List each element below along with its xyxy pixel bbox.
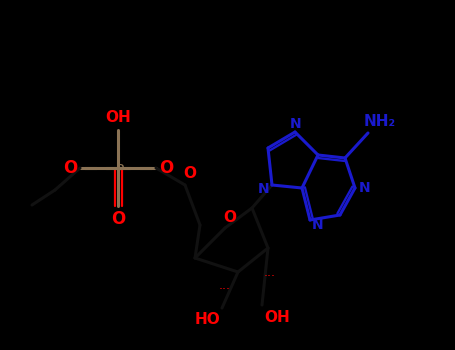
- Text: N: N: [258, 182, 270, 196]
- Text: OH: OH: [264, 309, 290, 324]
- Text: N: N: [359, 181, 371, 195]
- Text: O: O: [111, 210, 125, 228]
- Text: O: O: [63, 159, 77, 177]
- Text: OH: OH: [105, 111, 131, 126]
- Text: NH₂: NH₂: [364, 113, 396, 128]
- Text: O: O: [183, 166, 197, 181]
- Text: ···: ···: [219, 284, 231, 296]
- Text: HO: HO: [194, 313, 220, 328]
- Text: O: O: [159, 159, 173, 177]
- Text: P: P: [116, 163, 124, 177]
- Text: N: N: [290, 117, 302, 131]
- Text: N: N: [312, 218, 324, 232]
- Text: ···: ···: [264, 270, 276, 283]
- Text: O: O: [223, 210, 237, 225]
